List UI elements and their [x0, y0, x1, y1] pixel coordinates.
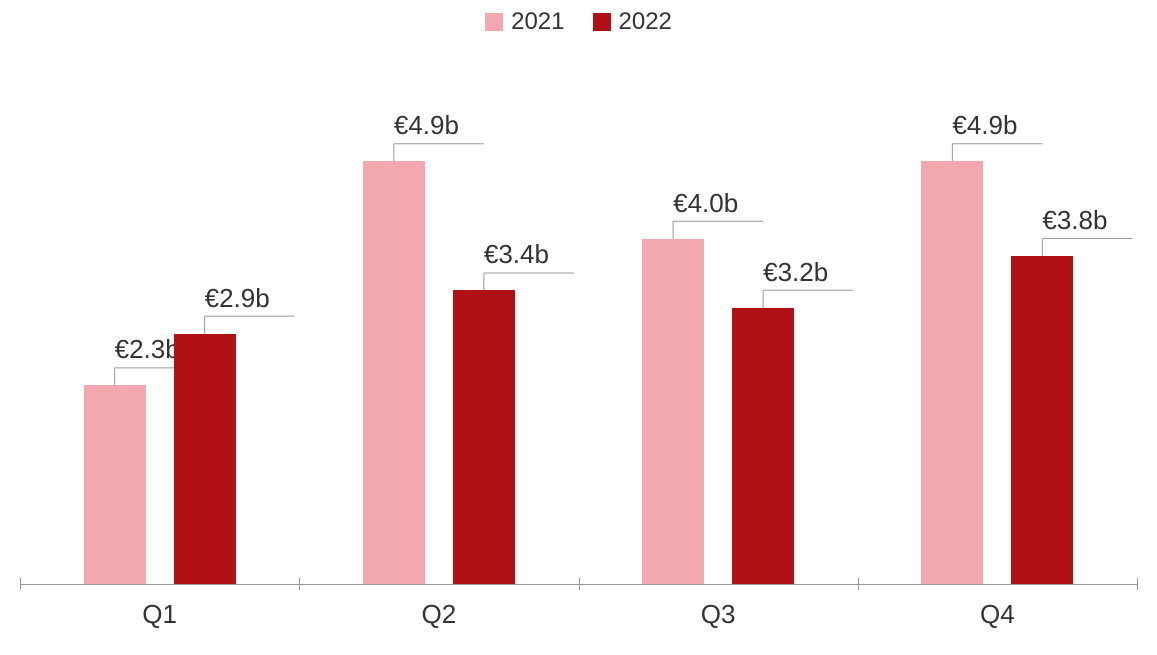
bar-2022-q4: [1011, 256, 1073, 584]
value-label-2021-q2: €4.9b: [394, 110, 459, 141]
bar-2022-q2: [453, 290, 515, 584]
x-axis-labels: Q1 Q2 Q3 Q4: [20, 595, 1137, 635]
value-label-2021-q4: €4.9b: [952, 110, 1017, 141]
bar-2021-q3: [642, 239, 704, 584]
value-label-2022-q2: €3.4b: [484, 239, 549, 270]
x-tick: [299, 578, 300, 590]
bar-2021-q1: [84, 385, 146, 584]
legend-label-2022: 2022: [619, 8, 672, 36]
legend-swatch-2021: [485, 13, 503, 31]
bar-2021-q2: [363, 161, 425, 584]
chart-container: 2021 2022 €2.3b €2.9b €4.9b €3.4b €4.0b €3.2b…: [0, 0, 1157, 655]
bar-2022-q3: [732, 308, 794, 584]
legend-item-2022: 2022: [593, 8, 672, 36]
legend: 2021 2022: [0, 8, 1157, 36]
x-label-q2: Q2: [422, 599, 457, 630]
x-tick: [579, 578, 580, 590]
bar-2022-q1: [174, 334, 236, 584]
value-label-2022-q4: €3.8b: [1042, 205, 1107, 236]
legend-label-2021: 2021: [511, 8, 564, 36]
bar-2021-q4: [921, 161, 983, 584]
value-label-2022-q3: €3.2b: [763, 257, 828, 288]
value-label-2021-q1: €2.3b: [115, 334, 180, 365]
x-label-q4: Q4: [980, 599, 1015, 630]
value-label-2022-q1: €2.9b: [205, 283, 270, 314]
legend-item-2021: 2021: [485, 8, 564, 36]
x-label-q1: Q1: [142, 599, 177, 630]
x-tick: [1137, 578, 1138, 590]
x-tick: [20, 578, 21, 590]
x-label-q3: Q3: [701, 599, 736, 630]
x-tick: [858, 578, 859, 590]
value-label-2021-q3: €4.0b: [673, 188, 738, 219]
plot-area: €2.3b €2.9b €4.9b €3.4b €4.0b €3.2b €4.9b €3.8b: [20, 110, 1137, 585]
legend-swatch-2022: [593, 13, 611, 31]
